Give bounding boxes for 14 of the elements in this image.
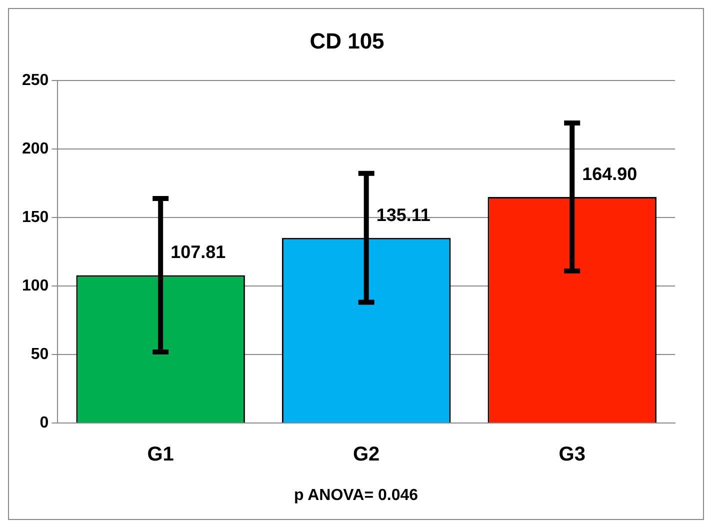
y-tick-label: 100 xyxy=(22,277,49,294)
y-tick-label: 0 xyxy=(40,414,49,432)
y-tick-label: 250 xyxy=(22,72,49,89)
data-label: 164.90 xyxy=(582,164,638,184)
y-tick-label: 150 xyxy=(22,208,49,226)
x-tick-label: G1 xyxy=(147,444,174,466)
x-tick-label: G2 xyxy=(353,444,380,466)
data-label: 107.81 xyxy=(170,242,226,262)
chart-title: CD 105 xyxy=(310,28,384,54)
x-tick-label: G3 xyxy=(558,444,586,466)
text: p ANOVA= 0.046 xyxy=(292,487,420,505)
data-label: 135.11 xyxy=(376,204,430,225)
y-tick-label: 50 xyxy=(30,346,49,363)
y-tick-label: 200 xyxy=(22,140,49,158)
